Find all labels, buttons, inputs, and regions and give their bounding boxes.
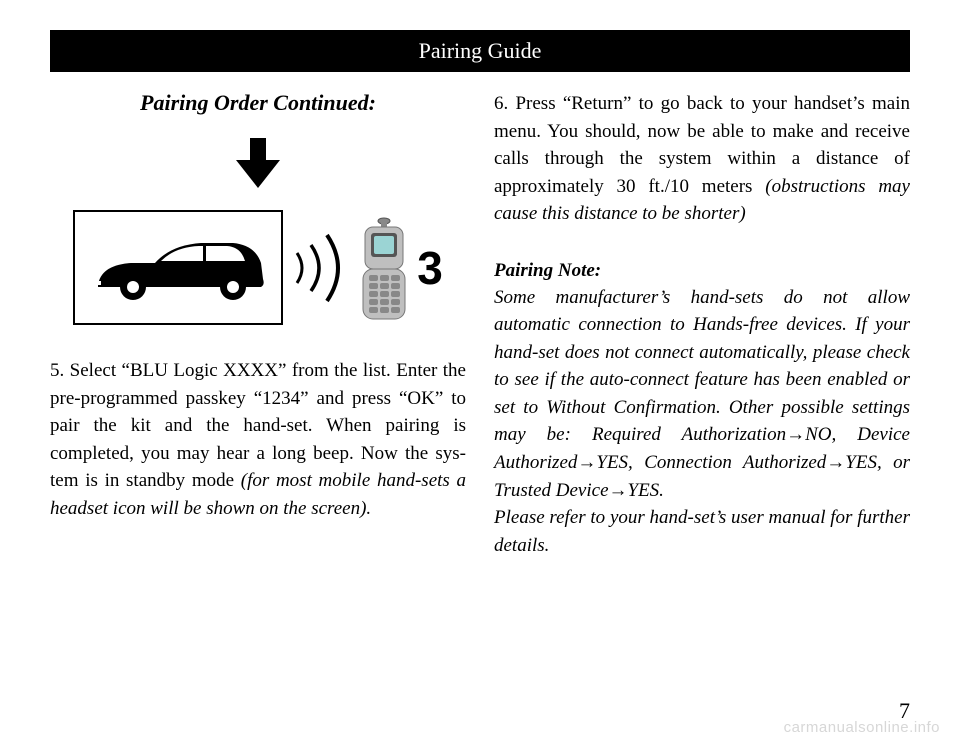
content-columns: Pairing Order Continued: bbox=[50, 90, 910, 559]
car-illustration bbox=[73, 210, 283, 325]
step-6-text: 6. Press “Return” to go back to your han… bbox=[494, 90, 910, 228]
flip-phone-icon bbox=[355, 213, 413, 323]
header-title: Pairing Guide bbox=[419, 38, 542, 63]
arrow-down-icon bbox=[236, 138, 280, 188]
header-bar: Pairing Guide bbox=[50, 30, 910, 72]
section-title: Pairing Order Continued: bbox=[50, 90, 466, 116]
right-column: 6. Press “Return” to go back to your han… bbox=[494, 90, 910, 559]
pairing-figure: 3 bbox=[50, 210, 466, 325]
signal-waves-icon bbox=[289, 223, 349, 313]
left-column: Pairing Order Continued: bbox=[50, 90, 466, 559]
car-icon bbox=[83, 223, 273, 313]
pairing-note-body-2: Please refer to your hand-set’s user man… bbox=[494, 504, 910, 559]
pairing-note-body: Some manufacturer’s hand-sets do not all… bbox=[494, 284, 910, 504]
step-number: 3 bbox=[417, 241, 443, 295]
watermark: carmanualsonline.info bbox=[784, 719, 940, 736]
pairing-note-title: Pairing Note: bbox=[494, 260, 910, 282]
phone-figure: 3 bbox=[355, 213, 443, 323]
step-5-text: 5. Select “BLU Logic XXXX” from the list… bbox=[50, 357, 466, 522]
